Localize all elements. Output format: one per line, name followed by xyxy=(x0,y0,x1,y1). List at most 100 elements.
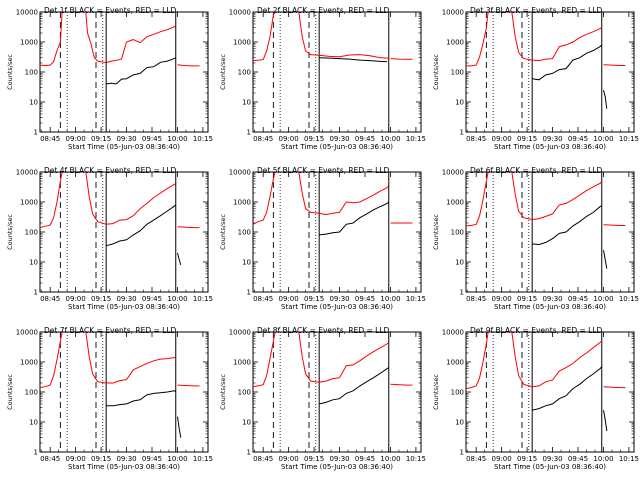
y-tick-label: 10000 xyxy=(442,329,464,337)
y-tick-label: 1 xyxy=(460,289,464,297)
x-tick-label: 09:15 xyxy=(91,455,111,463)
plot-frame xyxy=(39,331,209,453)
series-line-events xyxy=(177,416,182,438)
y-tick-label: 1000 xyxy=(233,199,251,207)
x-tick-label: 09:45 xyxy=(355,295,375,303)
series-line-lld xyxy=(85,11,177,64)
y-tick-label: 10 xyxy=(29,99,38,107)
series-line-events xyxy=(603,250,608,269)
x-tick-label: 08:45 xyxy=(253,295,273,303)
x-tick-label: 10:00 xyxy=(593,135,613,143)
y-tick-label: 1000 xyxy=(446,39,464,47)
x-tick-label: 09:15 xyxy=(517,135,537,143)
series-line-lld xyxy=(85,171,177,225)
x-tick-label: 09:30 xyxy=(116,295,136,303)
x-tick-label: 09:00 xyxy=(66,135,86,143)
x-tick-label: 09:45 xyxy=(142,135,162,143)
y-axis-label: Counts/sec xyxy=(6,54,14,90)
y-tick-label: 1000 xyxy=(446,199,464,207)
series-line-events xyxy=(532,44,603,81)
x-tick-label: 09:45 xyxy=(568,455,588,463)
x-tick-label: 10:00 xyxy=(167,135,187,143)
x-tick-label: 09:15 xyxy=(91,135,111,143)
detector-panel-3: Det 3f BLACK = Events, RED = LLD 1 10 100 10… xyxy=(432,6,639,151)
series-line-lld xyxy=(298,331,390,383)
panel-title: Det 9f BLACK = Events, RED = LLD xyxy=(470,326,603,335)
x-axis-label: Start Time (05-Jun-03 08:36:40) xyxy=(281,143,393,151)
x-tick-label: 09:30 xyxy=(329,295,349,303)
y-tick-label: 10000 xyxy=(16,329,38,337)
x-tick-label: 09:45 xyxy=(568,135,588,143)
y-tick-label: 1 xyxy=(460,449,464,457)
series-line-lld xyxy=(252,331,276,388)
x-tick-label: 08:45 xyxy=(466,295,486,303)
x-tick-label: 09:45 xyxy=(355,455,375,463)
panel-title: Det 5f BLACK = Events, RED = LLD xyxy=(257,166,390,175)
series-line-lld xyxy=(511,11,603,62)
y-tick-label: 1000 xyxy=(20,199,38,207)
series-line-lld xyxy=(466,11,489,67)
panel-title: Det 8f BLACK = Events, RED = LLD xyxy=(257,326,390,335)
y-axis-label: Counts/sec xyxy=(6,374,14,410)
x-tick-label: 09:45 xyxy=(568,295,588,303)
y-tick-label: 10 xyxy=(455,419,464,427)
series-line-events xyxy=(106,204,177,247)
series-line-events xyxy=(532,366,603,411)
x-tick-label: 09:00 xyxy=(492,455,512,463)
y-tick-label: 1000 xyxy=(233,359,251,367)
y-axis-label: Counts/sec xyxy=(432,374,440,410)
x-tick-label: 10:00 xyxy=(593,295,613,303)
series-line-lld xyxy=(177,64,200,67)
y-tick-label: 1 xyxy=(34,129,38,137)
detector-panel-4: Det 4f BLACK = Events, RED = LLD 1 10 100 10… xyxy=(6,166,213,311)
series-line-lld xyxy=(465,331,489,390)
y-tick-label: 1 xyxy=(34,449,38,457)
plot-frame xyxy=(252,11,422,133)
x-tick-label: 09:00 xyxy=(492,295,512,303)
y-tick-label: 1 xyxy=(460,129,464,137)
series-line-events xyxy=(319,57,388,63)
x-tick-label: 08:45 xyxy=(253,455,273,463)
panel-title: Det 4f BLACK = Events, RED = LLD xyxy=(44,166,177,175)
x-axis-label: Start Time (05-Jun-03 08:36:40) xyxy=(68,303,180,311)
x-axis-label: Start Time (05-Jun-03 08:36:40) xyxy=(494,463,606,471)
x-tick-label: 09:15 xyxy=(517,455,537,463)
series-line-events xyxy=(106,390,176,407)
series-line-lld xyxy=(298,11,389,59)
y-tick-label: 10 xyxy=(29,419,38,427)
x-tick-label: 08:45 xyxy=(466,455,486,463)
x-tick-label: 10:00 xyxy=(380,135,400,143)
y-tick-label: 100 xyxy=(25,69,38,77)
series-line-lld xyxy=(298,171,390,216)
y-tick-label: 1 xyxy=(247,289,251,297)
x-axis-label: Start Time (05-Jun-03 08:36:40) xyxy=(68,463,180,471)
series-line-lld xyxy=(511,171,603,221)
panel-title: Det 2f BLACK = Events, RED = LLD xyxy=(257,6,390,15)
y-tick-label: 100 xyxy=(238,69,251,77)
x-tick-label: 09:45 xyxy=(142,295,162,303)
x-tick-label: 09:00 xyxy=(66,455,86,463)
y-axis-label: Counts/sec xyxy=(219,54,227,90)
x-tick-label: 08:45 xyxy=(40,455,60,463)
plot-frame xyxy=(252,331,422,453)
x-tick-label: 10:00 xyxy=(380,295,400,303)
x-tick-label: 10:15 xyxy=(406,295,426,303)
x-tick-label: 09:30 xyxy=(542,455,562,463)
x-tick-label: 10:15 xyxy=(193,135,213,143)
x-tick-label: 10:00 xyxy=(380,455,400,463)
x-tick-label: 09:00 xyxy=(492,135,512,143)
x-tick-label: 10:15 xyxy=(619,135,639,143)
y-tick-label: 1000 xyxy=(20,39,38,47)
detector-panel-9: Det 9f BLACK = Events, RED = LLD 1 10 100 10… xyxy=(432,326,639,471)
x-axis-label: Start Time (05-Jun-03 08:36:40) xyxy=(494,143,606,151)
y-tick-label: 1 xyxy=(34,289,38,297)
x-tick-label: 10:00 xyxy=(593,455,613,463)
series-line-lld xyxy=(252,171,276,225)
panel-title: Det 3f BLACK = Events, RED = LLD xyxy=(470,6,603,15)
plot-frame xyxy=(39,171,209,293)
x-tick-label: 10:15 xyxy=(406,135,426,143)
y-axis-label: Counts/sec xyxy=(6,214,14,250)
x-tick-label: 08:45 xyxy=(253,135,273,143)
detector-panel-2: Det 2f BLACK = Events, RED = LLD 1 10 100 10… xyxy=(219,6,426,151)
